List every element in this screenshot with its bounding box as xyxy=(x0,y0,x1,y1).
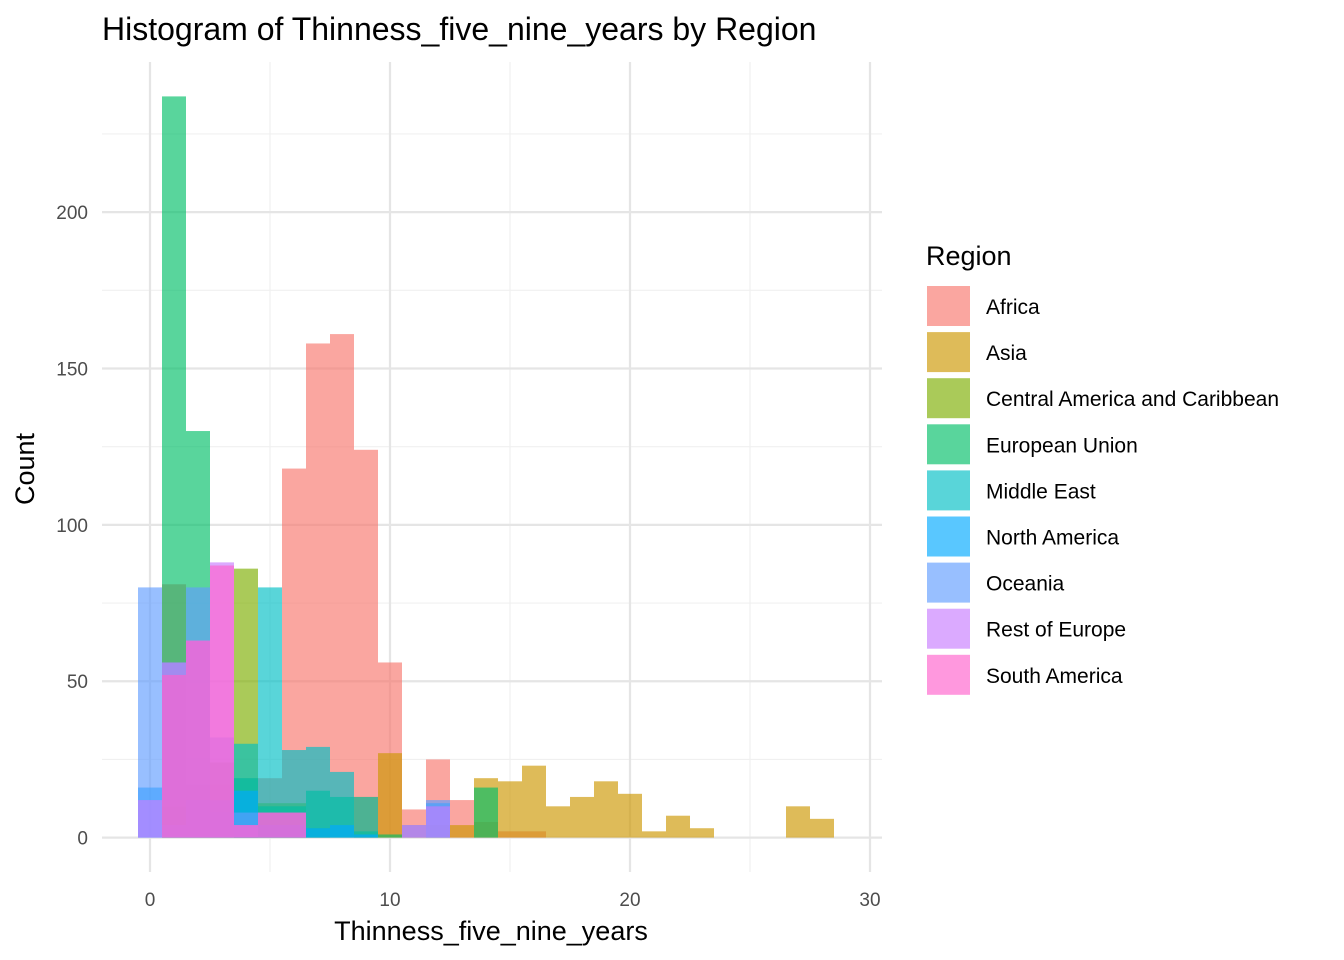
histogram-bar xyxy=(354,796,378,838)
y-tick-label: 0 xyxy=(77,829,88,850)
chart-title: Histogram of Thinness_five_nine_years by… xyxy=(102,11,816,47)
legend-swatch xyxy=(927,424,970,465)
x-axis-title: Thinness_five_nine_years xyxy=(334,916,648,946)
legend: Region Africa Asia Central America and Car… xyxy=(926,241,1279,695)
x-axis-ticks: 0 10 20 30 xyxy=(145,890,881,911)
x-tick-label: 30 xyxy=(859,890,880,911)
histogram-bar xyxy=(450,825,474,838)
histogram-bar xyxy=(282,812,306,838)
legend-swatch xyxy=(927,378,970,419)
histogram-bar xyxy=(210,565,234,838)
histogram-bar xyxy=(354,834,378,838)
histogram-bar xyxy=(258,812,282,838)
legend-swatch xyxy=(927,516,970,557)
y-tick-label: 50 xyxy=(67,672,88,693)
histogram-bar xyxy=(186,640,210,838)
legend-swatch xyxy=(927,286,970,326)
y-tick-label: 200 xyxy=(56,203,88,224)
legend-label: Rest of Europe xyxy=(986,619,1126,642)
histogram-bar xyxy=(138,587,162,838)
x-tick-label: 20 xyxy=(619,890,640,911)
x-tick-label: 0 xyxy=(145,890,156,911)
histogram-bar xyxy=(330,825,354,838)
histogram-bar xyxy=(546,806,570,838)
histogram-bar xyxy=(786,806,810,838)
legend-title: Region xyxy=(926,241,1012,271)
histogram-bar xyxy=(810,818,834,838)
legend-swatch xyxy=(927,332,970,373)
y-axis-ticks: 0 50 100 150 200 xyxy=(56,203,88,849)
legend-label: South America xyxy=(986,665,1123,688)
histogram-bar xyxy=(234,825,258,838)
legend-label: European Union xyxy=(986,434,1138,457)
histogram-bar xyxy=(258,587,282,838)
histogram-bar xyxy=(666,815,690,838)
legend-swatch xyxy=(927,608,970,649)
histogram-bars xyxy=(138,96,834,838)
histogram-bar xyxy=(594,781,618,838)
x-tick-label: 10 xyxy=(379,890,400,911)
histogram-bar xyxy=(330,334,354,838)
legend-label: Oceania xyxy=(986,573,1065,596)
legend-label: Asia xyxy=(986,342,1027,365)
legend-label: Middle East xyxy=(986,480,1096,503)
histogram-bar xyxy=(306,828,330,838)
legend-swatch xyxy=(927,654,970,695)
histogram-bar xyxy=(570,796,594,838)
legend-items: Africa Asia Central America and Caribbean E… xyxy=(927,286,1279,695)
histogram-bar xyxy=(498,781,522,838)
legend-label: North America xyxy=(986,527,1119,550)
histogram-bar xyxy=(378,834,402,838)
legend-label: Central America and Caribbean xyxy=(986,388,1279,411)
histogram-bar xyxy=(426,806,450,838)
y-axis-title: Count xyxy=(10,432,40,505)
y-tick-label: 100 xyxy=(56,516,88,537)
histogram-bar xyxy=(402,825,426,838)
legend-swatch xyxy=(927,562,970,603)
histogram-bar xyxy=(378,753,402,838)
histogram-bar xyxy=(138,800,162,838)
legend-swatch xyxy=(927,470,970,511)
legend-label: Africa xyxy=(986,296,1040,319)
histogram-bar xyxy=(642,831,666,838)
histogram-bar xyxy=(162,674,186,838)
histogram-bar xyxy=(306,746,330,838)
y-tick-label: 150 xyxy=(56,359,88,380)
histogram-bar xyxy=(690,828,714,838)
histogram-bar xyxy=(354,449,378,838)
histogram-bar xyxy=(474,787,498,838)
histogram-bar xyxy=(618,793,642,838)
histogram-bar xyxy=(522,765,546,838)
